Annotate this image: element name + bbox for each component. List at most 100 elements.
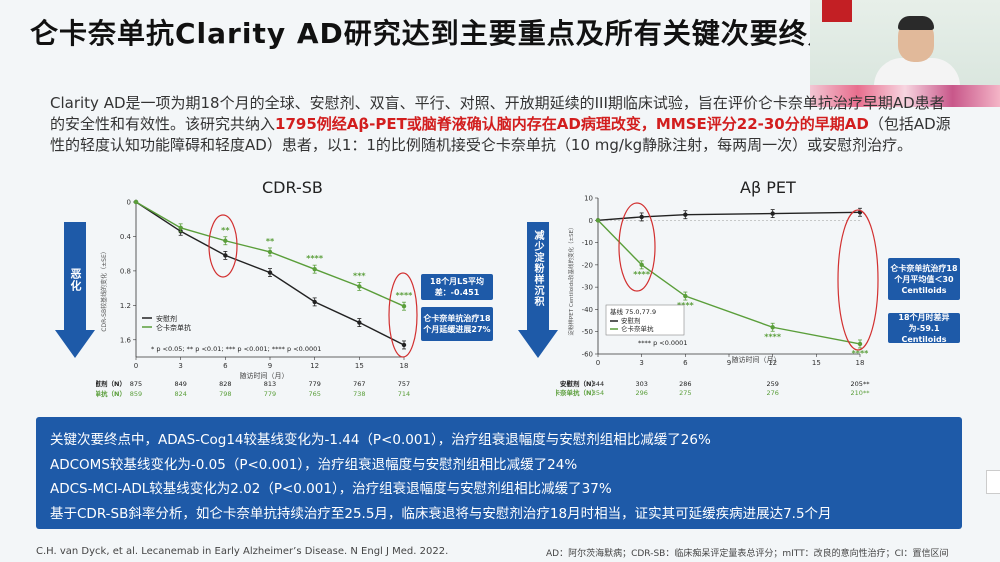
endpoint-line-adas-cog14: 关键次要终点中，ADAS-Cog14较基线变化为-1.44（P<0.001），治… <box>50 432 711 448</box>
n-placebo-value: 849 <box>174 380 186 388</box>
n-label-placebo: 安慰剂（N） <box>96 379 126 388</box>
highlight-circle-18m <box>388 272 418 358</box>
key-secondary-endpoints-panel: 关键次要终点中，ADAS-Cog14较基线变化为-1.44（P<0.001），治… <box>36 417 962 529</box>
significance-marker: ** <box>221 226 230 235</box>
x-tick-label: 6 <box>683 359 688 367</box>
speaker-hair <box>898 16 934 30</box>
x-tick-label: 18 <box>856 359 865 367</box>
right-reduce-arrow <box>527 222 549 332</box>
significance-marker: **** <box>396 291 414 300</box>
n-drug-value: 738 <box>353 390 365 398</box>
drug-point <box>401 303 407 309</box>
citation: C.H. van Dyck, et al. Lecanemab in Early… <box>36 546 449 557</box>
endpoint-line-adcs-mci-adl: ADCS-MCI-ADL较基线变化为2.02（P<0.001），治疗组衰退幅度与… <box>50 481 612 497</box>
drug-point <box>595 218 601 223</box>
abbreviations: AD：阿尔茨海默病；CDR-SB：临床痴呆评定量表总评分；mITT：改良的意向性… <box>546 549 949 559</box>
right-arrow-head <box>518 330 558 358</box>
right-arrow-label: 减少淀粉样沉积 <box>532 230 543 307</box>
drug-point <box>178 225 183 231</box>
n-placebo-value: 875 <box>130 380 142 388</box>
endpoint-line-adcoms: ADCOMS较基线变化为-0.05（P<0.001），治疗组衰退幅度与安慰剂组相… <box>50 457 578 473</box>
significance-marker: **** <box>633 270 651 279</box>
n-placebo-value: 757 <box>398 380 410 388</box>
drug-point <box>133 199 139 205</box>
right-x-label: 随访时间（月） <box>732 355 781 364</box>
n-placebo-value: 767 <box>353 380 365 388</box>
n-placebo-value: 286 <box>679 380 691 388</box>
legend-placebo-label: 安慰剂 <box>156 314 177 323</box>
left-arrow-head <box>55 330 95 358</box>
drug-point <box>683 293 688 299</box>
highlight-circle-6m <box>208 214 238 278</box>
intro-paragraph: Clarity AD是一项为期18个月的全球、安慰剂、双盲、平行、对照、开放期延… <box>50 93 955 156</box>
placebo-point <box>267 270 273 275</box>
x-tick-label: 9 <box>727 359 731 367</box>
left-chart-title: CDR-SB <box>262 178 323 197</box>
placebo-point <box>223 253 228 258</box>
significance-marker: **** <box>764 332 782 341</box>
right-legend-placebo-label: 安慰剂 <box>621 316 641 325</box>
n-drug-value: 859 <box>130 390 142 398</box>
significance-marker: **** <box>852 349 870 358</box>
x-tick-label: 15 <box>355 362 364 370</box>
significance-marker: *** <box>353 271 366 280</box>
placebo-point <box>312 299 317 305</box>
endpoint-line-cdr-sb-slope: 基于CDR-SB斜率分析，如仑卡奈单抗持续治疗至25.5月，临床衰退将与安慰剂治… <box>50 506 832 522</box>
y-tick-label: 0.4 <box>120 233 132 241</box>
x-tick-label: 12 <box>310 362 319 370</box>
n-drug-value: 354 <box>592 389 604 397</box>
placebo-point <box>639 214 644 220</box>
left-info-box-delay: 仑卡奈单抗治疗18个月延缓进展27% <box>421 307 493 341</box>
n-placebo-value: 813 <box>264 380 276 388</box>
slide-title: 仑卡奈单抗Clarity AD研究达到主要重点及所有关键次要终点 <box>30 17 837 50</box>
right-info-box-centiloids: 仑卡奈单抗治疗18个月平均值＜30 Centiloids <box>888 258 960 300</box>
n-drug-value: 276 <box>766 389 778 397</box>
y-tick-label: -10 <box>582 239 593 247</box>
y-tick-label: -60 <box>582 351 593 359</box>
intro-text-1: Clarity AD是一项为期18个月的全球、安慰剂、双盲、平行、对照、开放期延… <box>50 94 945 133</box>
x-tick-label: 0 <box>596 359 600 367</box>
drug-point <box>312 266 317 272</box>
side-tab-icon[interactable] <box>986 470 1000 494</box>
left-y-label: CDR-SB较基线的变化（±SE） <box>100 248 108 331</box>
highlight-circle-18m-pet <box>837 209 879 351</box>
background-decoration <box>822 0 852 22</box>
y-tick-label: -20 <box>582 261 593 269</box>
left-pvalue-note: * p <0.05; ** p <0.01; *** p <0.001; ***… <box>151 345 321 353</box>
placebo-line <box>597 211 861 221</box>
right-legend-box <box>605 304 685 336</box>
right-chart-title: Aβ PET <box>740 178 796 197</box>
x-tick-label: 0 <box>134 362 138 370</box>
n-drug-value: 779 <box>264 390 276 398</box>
left-x-label: 随访时间（月） <box>240 371 289 380</box>
x-tick-label: 3 <box>639 359 643 367</box>
highlight-circle-3m <box>618 202 656 292</box>
right-legend-drug-label: 仑卡奈单抗 <box>621 324 654 333</box>
n-placebo-value: 205** <box>851 380 871 388</box>
left-chart: 00.40.81.21.60 3 6 9 12 15 18*************** C… <box>96 199 418 398</box>
right-chart: 100-10-20-30-40-50-600 3 6 9 12 15 18*********… <box>556 195 879 397</box>
placebo-point <box>357 320 362 325</box>
y-tick-label: -40 <box>582 306 593 314</box>
placebo-point <box>770 211 775 216</box>
drug-point <box>639 262 644 268</box>
drug-point <box>267 249 273 255</box>
n-placebo-value: 828 <box>219 380 231 388</box>
x-tick-label: 18 <box>400 362 409 370</box>
significance-marker: **** <box>306 254 324 263</box>
drug-point <box>770 325 775 330</box>
n-drug-value: 210** <box>851 389 871 397</box>
placebo-point <box>401 342 407 348</box>
n-placebo-value: 303 <box>635 380 647 388</box>
left-worsen-arrow <box>64 222 86 332</box>
x-tick-label: 15 <box>812 359 821 367</box>
y-tick-label: -50 <box>582 328 593 336</box>
significance-marker: ** <box>266 237 275 246</box>
legend-drug-label: 仑卡奈单抗 <box>156 323 191 332</box>
n-drug-value: 765 <box>308 390 320 398</box>
y-tick-label: 1.2 <box>120 302 131 310</box>
n-placebo-value: 344 <box>592 380 604 388</box>
x-tick-label: 9 <box>268 362 272 370</box>
speaker-video <box>810 0 1000 107</box>
drug-point <box>857 341 863 347</box>
